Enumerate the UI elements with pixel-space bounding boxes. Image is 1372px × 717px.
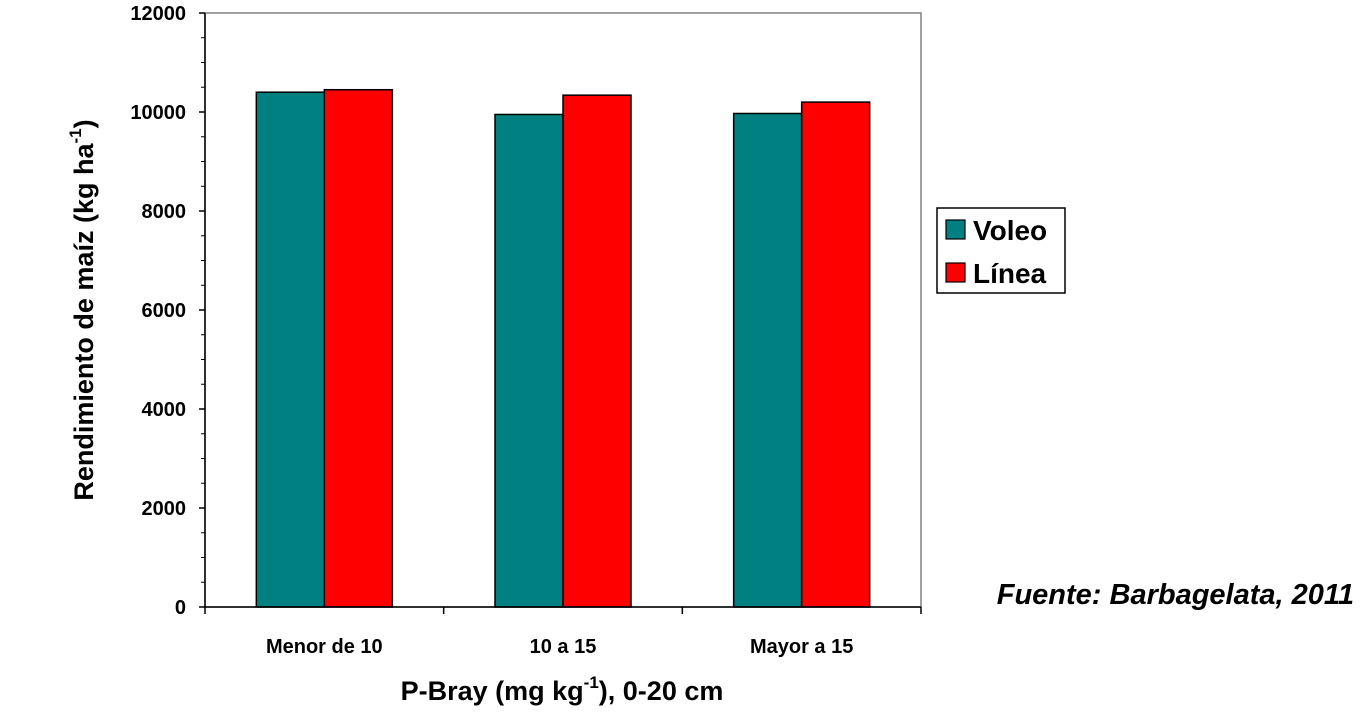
axes-group: 0 2000 4000 6000 8000 10000 12000 Menor de 10 10… bbox=[130, 3, 922, 658]
legend-swatch-linea bbox=[945, 262, 966, 283]
bar-voleo bbox=[732, 112, 803, 608]
y-axis-title: Rendimiento de maíz (kg ha-1) bbox=[66, 119, 99, 500]
legend: Voleo Línea bbox=[936, 207, 1066, 294]
x-tick-label: Menor de 10 bbox=[266, 636, 383, 658]
bars-group bbox=[255, 88, 871, 608]
y-tick-label: 0 bbox=[175, 597, 186, 619]
source-note: Fuente: Barbagelata, 2011 bbox=[997, 579, 1354, 611]
bar-linea bbox=[562, 94, 632, 608]
y-tick-label: 10000 bbox=[130, 102, 186, 124]
bar-linea bbox=[800, 101, 871, 608]
y-tick-label: 6000 bbox=[142, 300, 187, 322]
y-tick-label: 2000 bbox=[142, 498, 187, 520]
x-tick-label: 10 a 15 bbox=[530, 636, 597, 658]
legend-label-linea: Línea bbox=[973, 258, 1047, 289]
x-tick-label: Mayor a 15 bbox=[750, 636, 853, 658]
x-axis-title: P-Bray (mg kg-1), 0-20 cm bbox=[401, 673, 724, 706]
y-tick-label: 4000 bbox=[142, 399, 187, 421]
y-tick-label: 12000 bbox=[130, 3, 186, 25]
bar-voleo bbox=[494, 113, 564, 608]
bar-voleo bbox=[255, 91, 326, 608]
legend-label-voleo: Voleo bbox=[973, 215, 1047, 246]
y-tick-label: 8000 bbox=[142, 201, 187, 223]
legend-swatch-voleo bbox=[945, 219, 966, 240]
bar-linea bbox=[323, 88, 394, 608]
